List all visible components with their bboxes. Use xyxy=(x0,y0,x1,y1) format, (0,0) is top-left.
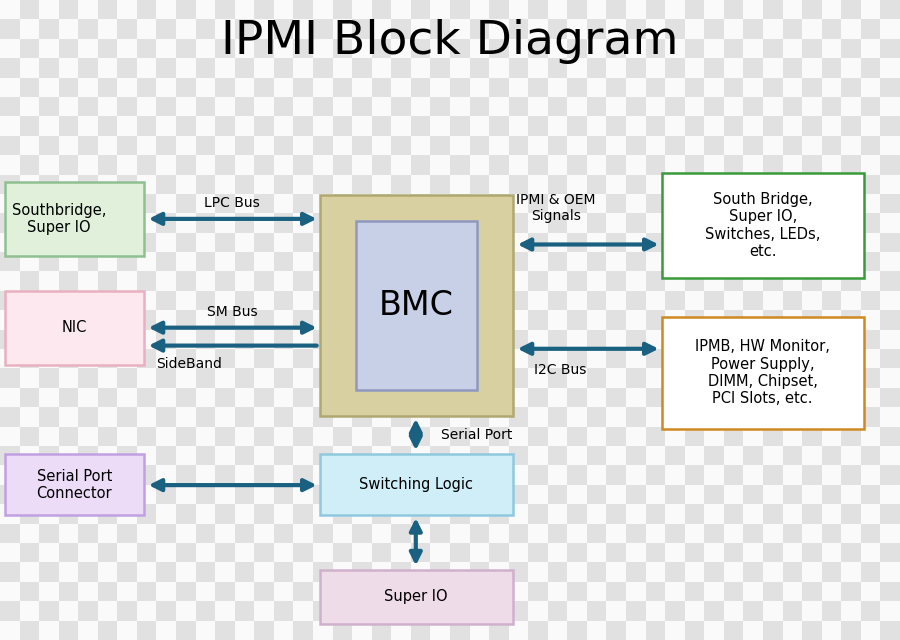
Text: Switching Logic: Switching Logic xyxy=(359,477,473,492)
Text: LPC Bus: LPC Bus xyxy=(204,196,260,210)
Text: IPMI Block Diagram: IPMI Block Diagram xyxy=(221,19,679,64)
FancyBboxPatch shape xyxy=(320,570,513,624)
Text: Serial Port: Serial Port xyxy=(441,428,512,442)
FancyBboxPatch shape xyxy=(662,173,864,278)
Text: Super IO: Super IO xyxy=(384,589,448,604)
Text: South Bridge,
Super IO,
Switches, LEDs,
etc.: South Bridge, Super IO, Switches, LEDs, … xyxy=(705,192,821,259)
Text: I2C Bus: I2C Bus xyxy=(534,363,586,377)
Text: SideBand: SideBand xyxy=(156,357,222,371)
Text: Southbridge,
Super IO: Southbridge, Super IO xyxy=(12,203,106,236)
Text: IPMB, HW Monitor,
Power Supply,
DIMM, Chipset,
PCI Slots, etc.: IPMB, HW Monitor, Power Supply, DIMM, Ch… xyxy=(696,339,830,406)
FancyBboxPatch shape xyxy=(662,317,864,429)
FancyBboxPatch shape xyxy=(4,454,144,515)
Text: IPMI & OEM
Signals: IPMI & OEM Signals xyxy=(517,193,596,223)
FancyBboxPatch shape xyxy=(356,221,477,390)
FancyBboxPatch shape xyxy=(320,454,513,515)
Text: NIC: NIC xyxy=(61,321,87,335)
Text: BMC: BMC xyxy=(379,289,454,322)
FancyBboxPatch shape xyxy=(320,195,513,416)
FancyBboxPatch shape xyxy=(4,291,144,365)
FancyBboxPatch shape xyxy=(4,182,144,256)
Text: SM Bus: SM Bus xyxy=(207,305,257,319)
Text: Serial Port
Connector: Serial Port Connector xyxy=(36,468,112,501)
